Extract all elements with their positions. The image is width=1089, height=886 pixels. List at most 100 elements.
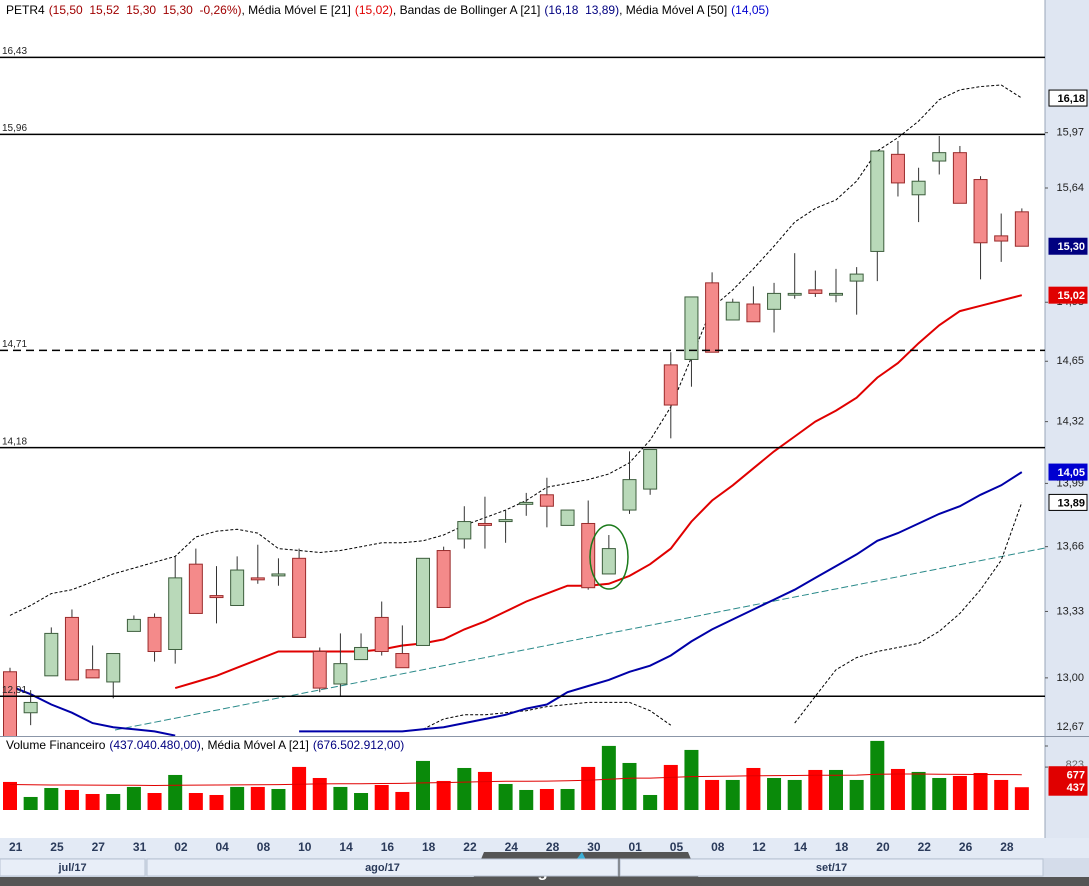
x-tick-label: 08 [711, 840, 725, 854]
volume-bar [126, 786, 141, 810]
legend-title: Volume Financeiro [6, 738, 106, 752]
legend-separator: , [241, 3, 249, 17]
candle-body [705, 282, 720, 353]
volume-bar [643, 794, 658, 810]
volume-bar [3, 781, 17, 810]
volume-bar [477, 771, 492, 810]
price-pane [3, 84, 1045, 736]
candle-body [354, 646, 369, 661]
volume-bar [767, 777, 782, 810]
candle-body [684, 296, 699, 360]
month-label: ago/17 [365, 862, 400, 874]
candle-body [519, 501, 534, 505]
indicator-line [9, 471, 1023, 736]
candle-body [622, 479, 637, 511]
level-label: 15,96 [2, 123, 27, 134]
indicator-line [9, 84, 1023, 616]
x-tick-label: 31 [133, 840, 147, 854]
x-tick-label: 10 [298, 840, 312, 854]
volume-bar [746, 767, 761, 810]
candle-body [725, 301, 740, 321]
volume-bar [271, 788, 286, 810]
candle-body [168, 577, 183, 650]
candle-body [312, 651, 327, 689]
x-tick-label: 27 [92, 840, 106, 854]
x-tick-label: 16 [381, 840, 395, 854]
x-tick-label: 22 [918, 840, 932, 854]
last-value-label: 677 [1067, 770, 1085, 782]
volume-bar [457, 767, 472, 810]
legend-name: Média Móvel E [21] [248, 3, 351, 17]
volume-bar [64, 789, 79, 810]
volume-bar [890, 768, 905, 810]
x-tick-label: 18 [422, 840, 436, 854]
candle-body [1014, 211, 1029, 247]
candle-body [44, 632, 59, 677]
candle-body [767, 292, 782, 310]
legend-value: (676.502.912,00) [312, 738, 405, 752]
trend-line [114, 547, 1045, 731]
y-tick-label: 14,65 [1056, 355, 1084, 367]
volume-bar [870, 740, 885, 810]
y-tick-label: 13,00 [1056, 672, 1084, 684]
candle-body [994, 235, 1009, 242]
volume-bar [250, 786, 265, 810]
volume-bar [395, 791, 410, 810]
legend-title: PETR4 [6, 3, 45, 17]
x-tick-label: 14 [794, 840, 808, 854]
candle-body [477, 522, 492, 526]
last-value-label: 13,89 [1057, 497, 1085, 509]
legend-separator: , [619, 3, 626, 17]
volume-bar [44, 787, 59, 810]
volume-bar [849, 779, 864, 810]
candle-body [292, 557, 307, 638]
volume-bar [292, 766, 307, 810]
candle-body [746, 303, 761, 323]
volume-bar [85, 793, 100, 810]
candle-body [416, 557, 430, 646]
candle-body [85, 669, 100, 679]
volume-bar [973, 772, 988, 810]
y-tick-label: 13,66 [1056, 541, 1084, 553]
candle-body [643, 449, 658, 490]
legend-value: (15,02) [354, 3, 393, 17]
volume-bar [230, 786, 245, 810]
last-value-label: 14,05 [1057, 467, 1085, 479]
last-value-badge [1048, 286, 1088, 304]
candle-body [271, 573, 286, 577]
legend-separator: , [200, 738, 208, 752]
level-label: 14,71 [2, 339, 27, 350]
candle-body [3, 671, 17, 736]
last-value-badge [1048, 778, 1088, 796]
candle-body [147, 616, 162, 653]
legend-name: Média Móvel A [50] [625, 3, 728, 17]
level-label: 14,18 [2, 436, 27, 447]
volume-bar [725, 779, 740, 810]
candle-body [808, 289, 823, 294]
candle-body [374, 616, 389, 653]
highlight-ellipse [589, 524, 629, 590]
candle-body [560, 509, 575, 526]
month-cell [619, 858, 1044, 877]
volume-bar [498, 783, 513, 810]
y-tick-label: 12,67 [1056, 721, 1084, 733]
candle-body [911, 180, 926, 196]
volume-bar [1014, 787, 1029, 810]
volume-bar [312, 777, 327, 810]
y-tick-label: 13,33 [1056, 605, 1084, 617]
candle-body [973, 179, 988, 244]
volume-bar [560, 788, 575, 810]
x-tick-label: 26 [959, 840, 973, 854]
indicator-line [9, 773, 1022, 787]
volume-bar [416, 760, 430, 810]
x-tick-label: 28 [546, 840, 560, 854]
last-value-badge [1048, 89, 1088, 107]
price-axis-panel [1045, 0, 1089, 838]
x-tick-label: 20 [876, 840, 890, 854]
candle-body [436, 550, 451, 608]
volume-bar [622, 762, 637, 810]
candle-body [787, 292, 802, 296]
legend-value: (16,18 13,89) [544, 3, 620, 17]
x-tick-label: 02 [174, 840, 188, 854]
